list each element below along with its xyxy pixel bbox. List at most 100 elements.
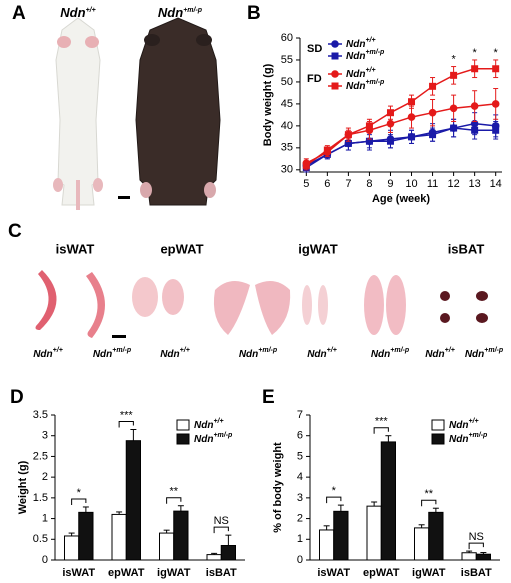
mouse-photo-wild (53, 17, 103, 210)
bar (380, 441, 396, 561)
label-base: Ndn (346, 69, 365, 80)
annotation: NS (214, 515, 229, 527)
label-base: Ndn (465, 349, 484, 360)
label-base: Ndn (346, 39, 365, 50)
marker (429, 82, 437, 90)
genotype-label: Ndn+/+ (194, 418, 224, 430)
label-superscript: +/+ (180, 347, 190, 354)
x-tick-label: 12 (447, 178, 459, 190)
marker (323, 146, 331, 154)
legend-group: FD (307, 73, 322, 85)
label-superscript: +/+ (53, 347, 63, 354)
bar (206, 554, 222, 561)
label-base: Ndn (60, 5, 85, 20)
bar (366, 505, 382, 561)
marker (429, 131, 437, 139)
annotation: * (494, 47, 499, 59)
annotation: *** (375, 416, 389, 428)
bar (125, 440, 141, 561)
genotype-label: Ndn+m/-p (465, 347, 504, 359)
annotation: *** (120, 409, 134, 421)
y-tick-label: 0 (297, 554, 303, 566)
genotype-label: Ndn+/+ (449, 418, 479, 430)
bar (414, 527, 430, 561)
label-superscript: +m/-p (213, 432, 233, 439)
bar (220, 545, 236, 561)
bar (159, 532, 175, 561)
y-tick-label: 55 (281, 54, 293, 66)
bar (111, 513, 127, 561)
annotation: NS (469, 531, 484, 543)
y-tick-label: 2 (42, 471, 48, 483)
marker (492, 126, 500, 134)
axis-b (299, 38, 502, 173)
genotype-label: Ndn+m/-p (158, 5, 203, 20)
label-superscript: +/+ (468, 418, 478, 425)
genotype-label: Ndn+/+ (33, 347, 63, 359)
series-line (305, 127, 496, 169)
y-tick-label: 1.5 (33, 492, 48, 504)
genotype-label: Ndn+m/-p (449, 432, 488, 444)
significance-bracket (71, 498, 87, 505)
marker (386, 119, 395, 128)
marker (407, 113, 416, 121)
bar (78, 511, 94, 561)
annotation: * (451, 53, 456, 65)
x-tick-label: epWAT (108, 567, 145, 579)
annotation: ** (169, 486, 178, 498)
y-tick-label: 45 (281, 98, 293, 110)
bar (64, 535, 80, 561)
bar (319, 529, 335, 561)
y-axis-label: Weight (g) (17, 460, 29, 514)
x-tick-label: 14 (490, 178, 502, 190)
significance-bracket (468, 542, 484, 550)
label-superscript: +m/-p (468, 432, 488, 439)
y-tick-label: 3.5 (33, 409, 48, 421)
label-base: Ndn (160, 349, 179, 360)
label-base: Ndn (33, 349, 52, 360)
label-superscript: +/+ (213, 418, 223, 425)
label-base: Ndn (194, 434, 213, 445)
y-tick-label: 0 (42, 554, 48, 566)
series-line (305, 103, 496, 164)
significance-bracket (213, 526, 229, 534)
marker (471, 65, 479, 73)
label-superscript: +/+ (365, 37, 375, 44)
y-tick-label: 1 (297, 533, 303, 545)
x-tick-label: 9 (387, 178, 393, 190)
label-superscript: +/+ (86, 7, 96, 14)
x-tick-label: 7 (345, 178, 351, 190)
x-tick-label: isBAT (206, 567, 237, 579)
legend-group: SD (307, 43, 322, 55)
marker (344, 131, 352, 139)
x-tick-label: 10 (405, 178, 417, 190)
marker (450, 124, 458, 132)
label-base: Ndn (371, 349, 390, 360)
label-superscript: +m/-p (484, 347, 504, 354)
x-tick-label: isBAT (461, 567, 492, 579)
genotype-label: Ndn+/+ (346, 37, 376, 49)
annotation: ** (424, 488, 433, 500)
y-axis-label: % of body weight (272, 442, 284, 533)
bar (173, 510, 189, 561)
bar (461, 552, 477, 561)
y-tick-label: 3 (42, 430, 48, 442)
genotype-label: Ndn+/+ (425, 347, 455, 359)
label-superscript: +m/-p (258, 347, 278, 354)
x-tick-label: 6 (324, 178, 330, 190)
genotype-label: Ndn+m/-p (239, 347, 278, 359)
bar (428, 511, 444, 561)
x-tick-label: epWAT (363, 567, 400, 579)
panel-label: A (12, 3, 26, 24)
label-base: Ndn (239, 349, 258, 360)
legend-swatch (431, 419, 445, 431)
marker (449, 104, 458, 113)
y-tick-label: 30 (281, 164, 293, 176)
marker (428, 108, 437, 117)
series-line (305, 68, 496, 167)
label-superscript: +/+ (365, 67, 375, 74)
y-axis-label: Body weight (g) (262, 63, 274, 146)
y-tick-label: 7 (297, 409, 303, 421)
label-base: Ndn (194, 420, 213, 431)
y-tick-label: 40 (281, 120, 293, 132)
